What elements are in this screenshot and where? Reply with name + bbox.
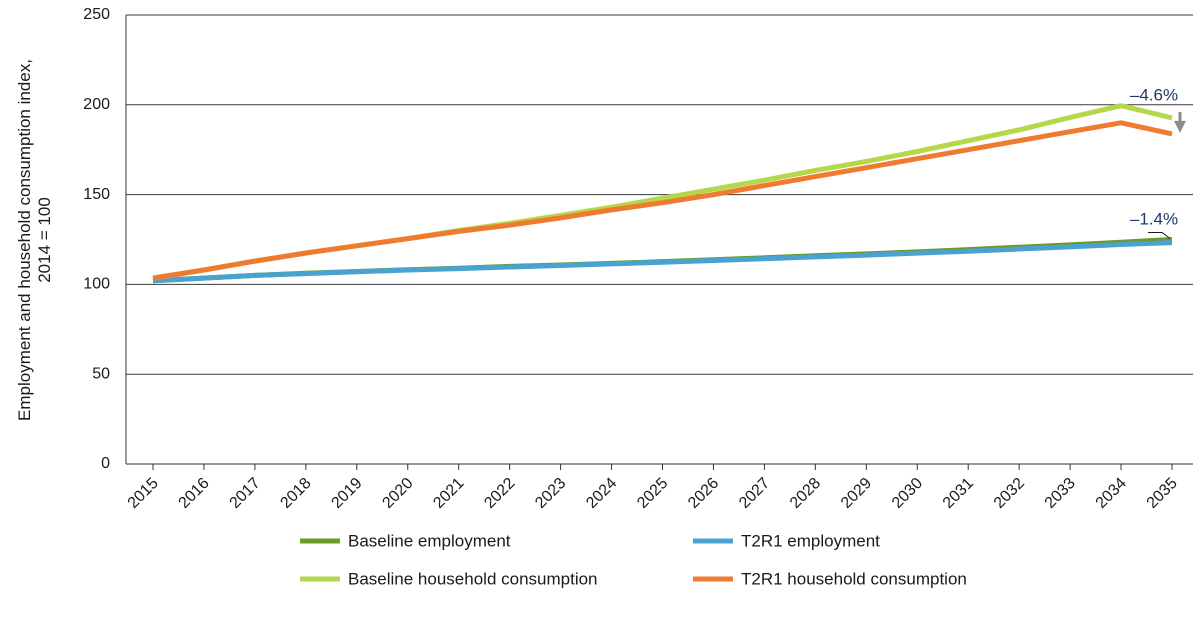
x-tick-label: 2027 bbox=[736, 475, 773, 512]
y-axis-title-line1: Employment and household consumption ind… bbox=[15, 59, 34, 421]
annotation-label: –4.6% bbox=[1130, 86, 1178, 105]
x-tick-label: 2033 bbox=[1042, 475, 1079, 512]
x-tick-label: 2032 bbox=[991, 475, 1028, 512]
y-tick-label: 100 bbox=[83, 276, 110, 293]
x-tick-label: 2030 bbox=[889, 475, 926, 512]
x-tick-label: 2034 bbox=[1093, 475, 1130, 512]
x-tick-label: 2024 bbox=[583, 475, 620, 512]
x-tick-label: 2020 bbox=[379, 475, 416, 512]
x-tick-label: 2022 bbox=[481, 475, 518, 512]
x-tick-label: 2031 bbox=[940, 475, 977, 512]
x-tick-label: 2017 bbox=[227, 475, 264, 512]
y-tick-label: 250 bbox=[83, 6, 110, 23]
legend-label-t2r1-household-consumption: T2R1 household consumption bbox=[741, 569, 967, 588]
x-tick-label: 2028 bbox=[787, 475, 824, 512]
x-tick-label: 2029 bbox=[838, 475, 875, 512]
x-tick-label: 2035 bbox=[1144, 475, 1181, 512]
annotation-leader bbox=[1148, 232, 1171, 239]
y-axis-title: Employment and household consumption ind… bbox=[15, 59, 54, 421]
annotations: –4.6% –1.4% bbox=[1130, 86, 1186, 239]
x-tick-label: 2019 bbox=[328, 475, 365, 512]
legend-label-baseline-employment: Baseline employment bbox=[348, 531, 511, 550]
gridlines bbox=[125, 14, 1193, 470]
y-axis-title-line2: 2014 = 100 bbox=[35, 197, 54, 283]
y-tick-label: 50 bbox=[92, 365, 110, 382]
y-tick-label: 0 bbox=[101, 455, 110, 472]
annotation-label: –1.4% bbox=[1130, 210, 1178, 229]
x-tick-label: 2015 bbox=[125, 475, 162, 512]
x-tick-label: 2023 bbox=[532, 475, 569, 512]
y-tick-label: 200 bbox=[83, 96, 110, 113]
arrow-head bbox=[1174, 120, 1186, 133]
x-tick-label: 2025 bbox=[634, 475, 671, 512]
y-tick-label: 150 bbox=[83, 186, 110, 203]
series-line-t2r1-employment bbox=[152, 240, 1173, 284]
x-tick-label: 2021 bbox=[430, 475, 467, 512]
y-tick-labels: 0 50 100 150 200 250 bbox=[83, 6, 110, 472]
x-tick-labels: 2015 2016 2017 2018 2019 2020 2021 2022 2023 2024… bbox=[125, 475, 1181, 512]
x-tick-label: 2026 bbox=[685, 475, 722, 512]
series-lines bbox=[152, 103, 1173, 284]
legend-label-t2r1-employment: T2R1 employment bbox=[741, 531, 880, 550]
legend: Baseline employment T2R1 employment Baseli… bbox=[300, 531, 967, 588]
series-line-t2r1-household-consumption bbox=[152, 120, 1173, 281]
x-tick-label: 2018 bbox=[277, 475, 314, 512]
x-tick-label: 2016 bbox=[176, 475, 213, 512]
legend-label-baseline-household-consumption: Baseline household consumption bbox=[348, 569, 598, 588]
